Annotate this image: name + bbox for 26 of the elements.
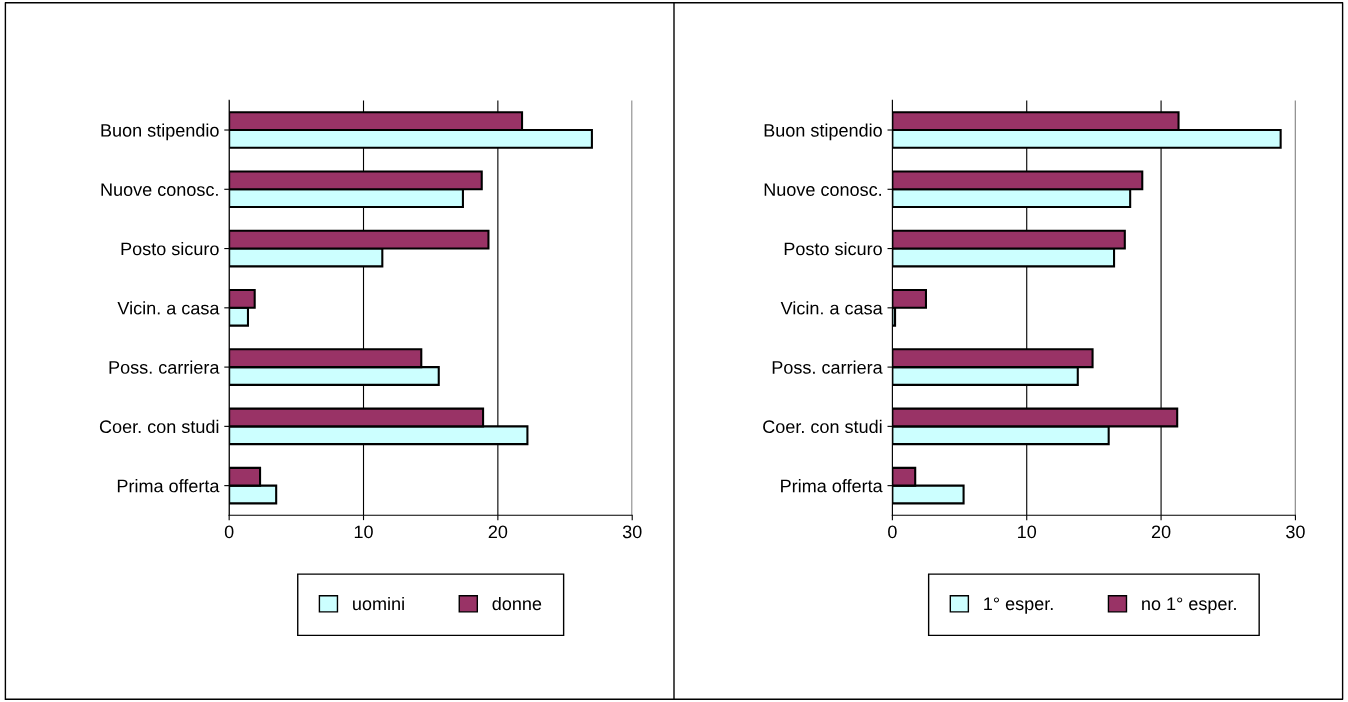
y-tick-label: Buon stipendio bbox=[101, 123, 219, 141]
legend-label: uomini bbox=[353, 596, 404, 611]
x-tick-label: 30 bbox=[1286, 525, 1305, 539]
legend-label: no 1° esper. bbox=[1142, 597, 1236, 614]
x-tick-label: 30 bbox=[622, 525, 642, 539]
x-tick-label: 0 bbox=[888, 525, 897, 539]
y-tick-label: Coer. con studi bbox=[99, 419, 219, 434]
y-tick-label: Posto sicuro bbox=[121, 242, 219, 256]
y-tick-label: Nuove conosc. bbox=[764, 183, 882, 197]
legend-label: donne bbox=[492, 596, 542, 611]
y-tick-label: Nuove conosc. bbox=[101, 183, 218, 197]
y-tick-label: Posto sicuro bbox=[784, 242, 882, 256]
y-tick-label: Coer. con studi bbox=[763, 419, 882, 434]
x-tick-label: 10 bbox=[1018, 525, 1037, 539]
y-tick-label: Vicin. a casa bbox=[780, 301, 883, 315]
x-tick-label: 10 bbox=[354, 525, 373, 539]
y-tick-label: Vicin. a casa bbox=[117, 301, 220, 315]
y-tick-label: Poss. carriera bbox=[772, 360, 883, 374]
x-tick-label: 20 bbox=[488, 525, 508, 539]
y-tick-label: Poss. carriera bbox=[109, 360, 220, 374]
x-tick-label: 20 bbox=[1151, 525, 1171, 539]
x-tick-label: 0 bbox=[224, 525, 234, 539]
y-tick-label: Prima offerta bbox=[781, 479, 883, 493]
y-tick-label: Prima offerta bbox=[117, 479, 220, 493]
y-tick-label: Buon stipendio bbox=[764, 123, 882, 141]
legend-label: 1° esper. bbox=[984, 597, 1053, 614]
